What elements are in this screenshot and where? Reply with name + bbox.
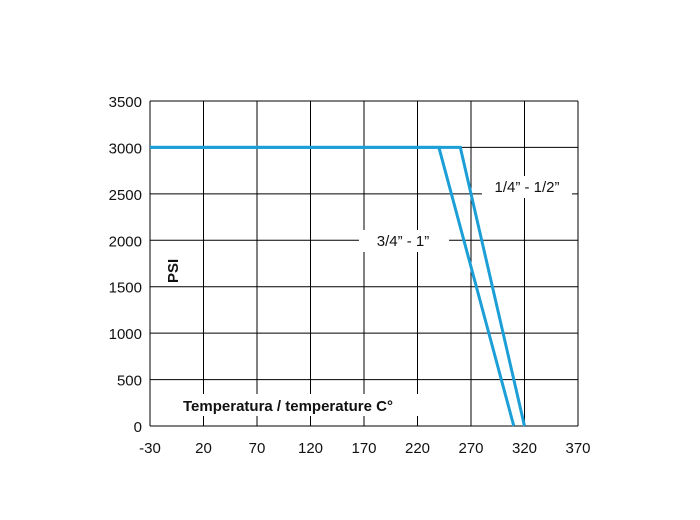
y-tick-label: 500 <box>117 373 142 390</box>
series-line-2 <box>150 145 516 427</box>
series-label-3-4-1: 3/4” - 1” <box>377 233 430 250</box>
series-lines <box>150 145 526 427</box>
x-tick-label: 270 <box>458 440 483 457</box>
y-tick-label: 3500 <box>109 94 142 111</box>
x-tick-label: 70 <box>249 440 266 457</box>
x-tick-label: 20 <box>195 440 212 457</box>
y-axis-title: PSI <box>165 259 182 283</box>
y-tick-label: 3000 <box>109 140 142 157</box>
y-tick-label: 2500 <box>109 187 142 204</box>
y-tick-label: 1000 <box>109 326 142 343</box>
series-label-1-bg <box>482 176 572 198</box>
x-tick-label: 370 <box>565 440 590 457</box>
x-tick-label: -30 <box>139 440 161 457</box>
series-labels: 1/4” - 1/2” 3/4” - 1” <box>359 176 572 252</box>
x-axis-title-bg <box>180 394 432 416</box>
y-axis-title-bg <box>162 250 184 286</box>
x-tick-label: 220 <box>405 440 430 457</box>
y-tick-label: 2000 <box>109 233 142 250</box>
x-tick-label: 170 <box>351 440 376 457</box>
series-label-2-bg <box>359 230 449 252</box>
y-tick-label: 0 <box>134 419 142 436</box>
x-axis-title: Temperatura / temperature C° <box>183 398 393 415</box>
x-tick-label: 120 <box>298 440 323 457</box>
x-tick-label: 320 <box>512 440 537 457</box>
y-tick-label: 1500 <box>109 280 142 297</box>
series-label-1-4-1-2: 1/4” - 1/2” <box>494 179 559 196</box>
tick-labels: -30 20 70 120 170 220 270 320 370 0 500 1000 1500 200… <box>109 94 591 457</box>
